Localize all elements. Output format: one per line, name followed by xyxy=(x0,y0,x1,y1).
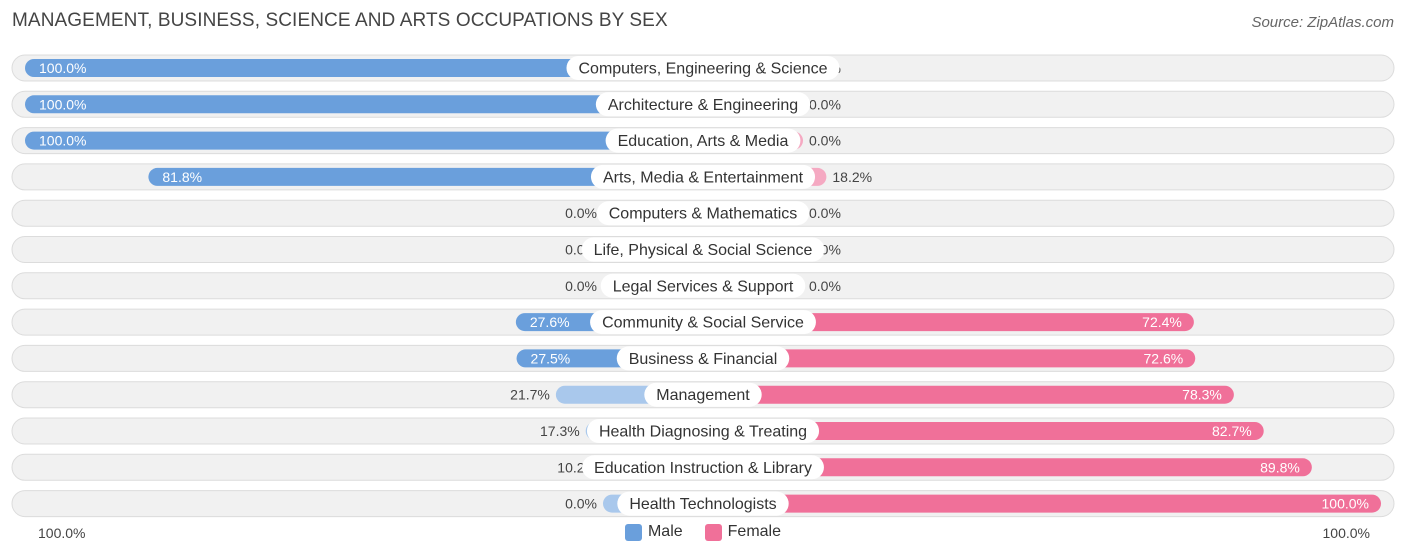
female-bar xyxy=(703,494,1381,513)
category-label: Legal Services & Support xyxy=(613,278,794,295)
category-label-pill xyxy=(644,382,762,407)
category-label-pill xyxy=(582,455,824,480)
category-label: Education, Arts & Media xyxy=(618,133,789,150)
category-label: Management xyxy=(656,387,750,404)
axis-right-label: 100.0% xyxy=(1322,525,1370,541)
category-label-pill xyxy=(590,164,816,189)
category-label-pill xyxy=(581,237,825,262)
axis-left-label: 100.0% xyxy=(38,525,86,541)
female-value-label: 0.0% xyxy=(809,278,841,294)
male-bar xyxy=(25,59,703,77)
male-value-label: 27.6% xyxy=(530,314,570,330)
category-label: Business & Financial xyxy=(629,351,778,368)
male-bar xyxy=(25,131,703,150)
female-value-label: 89.8% xyxy=(1260,459,1300,475)
category-label-pill xyxy=(616,346,790,371)
female-bar xyxy=(703,422,1264,440)
category-label: Life, Physical & Social Science xyxy=(594,242,813,259)
male-value-label: 21.7% xyxy=(510,387,550,403)
female-bar xyxy=(703,349,1196,368)
female-value-label: 0.0% xyxy=(809,96,841,112)
category-label: Computers, Engineering & Science xyxy=(578,61,827,78)
chart-legend: Male Female xyxy=(0,523,1406,541)
category-label-pill xyxy=(595,92,811,117)
female-value-label: 0.0% xyxy=(809,205,841,221)
male-bar xyxy=(25,95,703,114)
male-value-label: 100.0% xyxy=(39,133,86,149)
legend-item-female[interactable]: Female xyxy=(704,523,782,541)
category-label-pill xyxy=(605,128,801,153)
female-bar xyxy=(703,313,1194,332)
category-label-pill xyxy=(600,273,806,298)
legend-swatch-female xyxy=(704,523,722,541)
male-value-label: 100.0% xyxy=(39,96,86,112)
category-label-pill xyxy=(596,201,810,226)
female-value-label: 0.0% xyxy=(809,133,841,149)
female-value-label: 100.0% xyxy=(1322,496,1369,512)
category-label: Health Diagnosing & Treating xyxy=(599,424,807,441)
female-value-label: 72.6% xyxy=(1144,350,1184,366)
chart-plot: 100.0% 0.0% Computers, Engineering & Scien… xyxy=(11,54,1395,518)
male-value-label: 81.8% xyxy=(162,169,202,185)
chart-source: Source: ZipAtlas.com xyxy=(1251,14,1394,31)
male-value-label: 0.0% xyxy=(565,278,597,294)
male-value-label: 0.0% xyxy=(565,205,597,221)
category-label: Community & Social Service xyxy=(602,315,804,332)
legend-item-male[interactable]: Male xyxy=(624,523,683,541)
category-label: Architecture & Engineering xyxy=(608,97,798,114)
male-bar xyxy=(148,167,703,186)
male-value-label: 17.3% xyxy=(540,423,580,439)
male-value-label: 27.5% xyxy=(531,350,571,366)
category-label-pill xyxy=(566,56,840,80)
female-value-label: 78.3% xyxy=(1182,387,1222,403)
female-bar xyxy=(703,458,1312,477)
legend-label-female: Female xyxy=(727,523,782,540)
category-label: Education Instruction & Library xyxy=(594,460,812,477)
male-value-label: 100.0% xyxy=(39,60,86,76)
category-label-pill xyxy=(590,310,816,335)
legend-label-male: Male xyxy=(647,523,683,540)
chart-title: MANAGEMENT, BUSINESS, SCIENCE AND ARTS O… xyxy=(12,10,668,31)
female-value-label: 72.4% xyxy=(1142,314,1182,330)
female-value-label: 82.7% xyxy=(1212,423,1252,439)
female-bar xyxy=(703,385,1234,404)
category-label: Computers & Mathematics xyxy=(609,206,798,223)
category-label-pill xyxy=(586,419,820,443)
female-value-label: 18.2% xyxy=(832,169,872,185)
category-label: Health Technologists xyxy=(629,496,776,513)
male-value-label: 0.0% xyxy=(565,496,597,512)
category-label: Arts, Media & Entertainment xyxy=(603,169,804,186)
legend-swatch-male xyxy=(624,523,642,541)
category-label-pill xyxy=(617,491,789,516)
